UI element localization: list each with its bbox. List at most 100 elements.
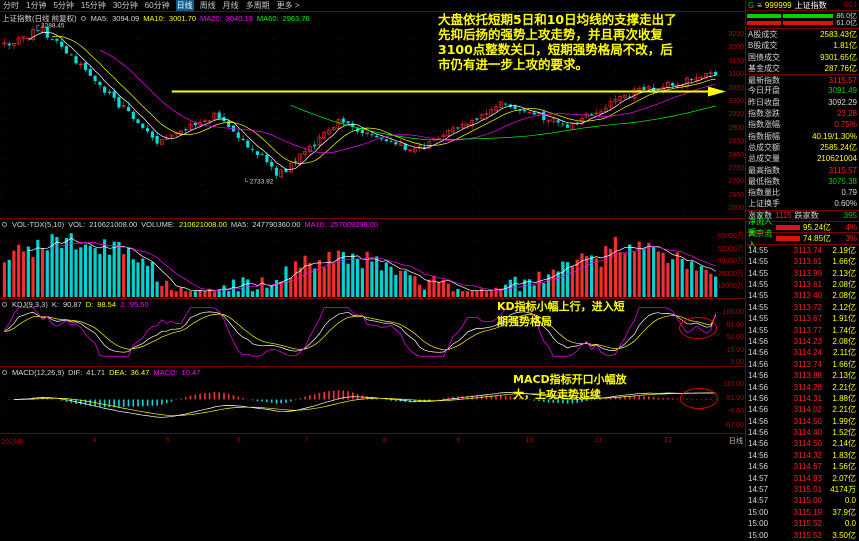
tick-row[interactable]: 14:57 3115.00 0.0 [746, 495, 859, 506]
quote-row-label: 指数量比 [748, 188, 780, 198]
period-toolbar[interactable]: 分时 1分钟 5分钟 15分钟 30分钟 60分钟 日线 周线 月线 多周期 更… [0, 0, 745, 12]
quote-panel-header[interactable]: G ≡ 999999 上证指数 SC1 [746, 0, 859, 11]
quote-row-label: 最低指数 [748, 176, 780, 186]
tick-price: 3115.19 [793, 507, 822, 517]
tick-price: 3113.77 [793, 325, 822, 335]
toolbar-item-60min[interactable]: 60分钟 [144, 1, 170, 10]
toolbar-item-1min[interactable]: 1分钟 [26, 1, 47, 10]
vol-ma10-value: 257009236.00 [330, 220, 379, 229]
toolbar-item-5min[interactable]: 5分钟 [53, 1, 74, 10]
toolbar-item-15min[interactable]: 15分钟 [80, 1, 106, 10]
tick-price: 3113.99 [793, 268, 822, 278]
tick-row[interactable]: 14:55 3113.72 2.12亿 [746, 302, 859, 313]
macd-histogram-plot [0, 374, 717, 432]
tick-row[interactable]: 14:56 3114.32 1.83亿 [746, 450, 859, 461]
axis-tick-label: 65000万 [717, 233, 744, 240]
quote-row: 今日开盘 3091.49 [746, 85, 859, 96]
volume-y-axis: 65000万 52000万 39000万 26000万 13000万 [715, 219, 745, 297]
tick-row[interactable]: 14:55 3113.67 1.91亿 [746, 313, 859, 324]
hamburger-icon[interactable]: G [748, 0, 755, 10]
quote-row-value: 0.75% [834, 120, 857, 130]
tick-row[interactable]: 14:56 3113.74 1.66亿 [746, 359, 859, 370]
kdj-j-label: J: [120, 300, 126, 309]
macd-pane[interactable]: MACD(12,26,9) DIF: 41.71 DEA: 36.47 MACD… [0, 366, 745, 432]
kdj-settings-icon[interactable] [2, 302, 7, 307]
tick-price: 3114.24 [793, 348, 822, 358]
tick-price: 3114.32 [793, 450, 822, 460]
quote-panel: G ≡ 999999 上证指数 SC1 86.0亿 61.0亿 A股成交 2583… [745, 0, 859, 540]
tick-row[interactable]: 14:56 3114.50 1.99亿 [746, 416, 859, 427]
toolbar-item-daily[interactable]: 日线 [175, 0, 194, 11]
quote-row-label: 最新指数 [748, 75, 780, 85]
toolbar-item-more[interactable]: 更多 > [276, 1, 300, 10]
price-y-axis: 3250 3200 3150 3100 3050 3000 2950 2900 2850 2800… [715, 23, 745, 217]
grid-icon[interactable]: ≡ [757, 0, 762, 10]
toolbar-item-multiperiod[interactable]: 多周期 [245, 1, 270, 10]
tick-row[interactable]: 14:55 3113.77 1.74亿 [746, 324, 859, 335]
tick-row[interactable]: 15:00 3115.19 37.9亿 [746, 507, 859, 518]
axis-tick-label: 0.00 [730, 359, 744, 366]
tick-row[interactable]: 14:56 3114.31 1.88亿 [746, 393, 859, 404]
tick-volume: 2.21亿 [832, 382, 856, 392]
tick-time: 14:55 [748, 325, 769, 335]
tick-row[interactable]: 15:00 3115.52 0.0 [746, 518, 859, 529]
macd-settings-icon[interactable] [2, 370, 7, 375]
tick-row[interactable]: 14:56 3113.88 2.13亿 [746, 370, 859, 381]
toolbar-item-30min[interactable]: 30分钟 [112, 1, 138, 10]
annotation-main-line-2: 先抑后扬的强势上攻走势，并且再次收复 [438, 27, 664, 42]
quote-row-label: 国债成交 [748, 52, 780, 62]
kdj-pane[interactable]: KDJ(9,3,3) K: 90.87 D: 88.54 J: 95.50 10… [0, 298, 745, 366]
axis-tick-label: 3200 [728, 44, 744, 52]
kdj-indicator-name: KDJ(9,3,3) [12, 300, 48, 309]
vol-label: VOL: [68, 220, 86, 229]
kdj-j-value: 95.50 [129, 300, 149, 309]
tick-row[interactable]: 14:55 3113.99 2.13亿 [746, 267, 859, 278]
vol-ma5-value: 247790360.00 [252, 220, 301, 229]
toolbar-item-monthly[interactable]: 月线 [222, 1, 239, 10]
tick-row[interactable]: 14:56 3114.50 2.14亿 [746, 438, 859, 449]
volume-settings-icon[interactable] [2, 222, 7, 227]
quote-row-value: 2585.24亿 [820, 142, 857, 152]
ma10-label: MA10: [143, 13, 165, 23]
tick-price: 3115.01 [793, 485, 822, 495]
tick-time: 14:55 [748, 245, 769, 255]
quote-row-value: 2583.43亿 [820, 30, 857, 39]
kdj-highlight-ellipse [679, 317, 717, 339]
price-chart-pane[interactable]: ┌ 3288.45 └ 2733.92 3250 3200 3150 3100 3050 3… [0, 23, 745, 217]
tick-price: 3113.40 [793, 291, 822, 301]
tick-time: 14:56 [748, 428, 769, 438]
price-candlestick-plot: ┌ 3288.45 └ 2733.92 [0, 23, 726, 217]
annotation-kdj: KD指标小幅上行，进入短 期强势格局 [497, 299, 625, 329]
tick-row[interactable]: 14:56 3114.02 2.21亿 [746, 404, 859, 415]
tick-list[interactable]: 14:55 3113.74 2.19亿 14:55 3113.61 1.66亿 14:55 3… [746, 243, 859, 541]
axis-tick-label: 2650 [728, 191, 744, 199]
tick-row[interactable]: 14:56 3114.24 2.11亿 [746, 347, 859, 358]
tick-row[interactable]: 14:55 3113.40 2.08亿 [746, 290, 859, 301]
tick-row[interactable]: 14:55 3113.74 2.19亿 [746, 245, 859, 256]
macd-header: MACD(12,26,9) DIF: 41.71 DEA: 36.47 MACD… [2, 368, 200, 377]
vol-value: 210621008.00 [89, 220, 138, 229]
tick-time: 14:57 [748, 473, 769, 483]
tick-row[interactable]: 14:55 3113.61 2.08亿 [746, 279, 859, 290]
settings-dot-icon[interactable] [80, 15, 86, 21]
tick-row[interactable]: 14:56 3114.67 1.56亿 [746, 461, 859, 472]
tick-time: 14:56 [748, 405, 769, 415]
tick-row[interactable]: 14:57 3115.01 4174万 [746, 484, 859, 495]
advance-label: 涨家数 [748, 211, 772, 221]
tick-row[interactable]: 14:56 3114.23 2.08亿 [746, 336, 859, 347]
time-axis: 2019年 4 5 6 7 8 9 10 11 12 1 日线 [0, 433, 745, 447]
quote-row: 最新指数 3115.57 [746, 74, 859, 85]
tick-row[interactable]: 14:57 3114.93 2.07亿 [746, 472, 859, 483]
quote-row-label: 指数涨跌 [748, 109, 780, 119]
red-bar-value: 61.0亿 [836, 20, 857, 27]
tick-row[interactable]: 14:56 3114.40 1.52亿 [746, 427, 859, 438]
tick-row[interactable]: 14:55 3113.61 1.66亿 [746, 256, 859, 267]
tick-row[interactable]: 14:56 3114.28 2.21亿 [746, 381, 859, 392]
time-axis-tick: 7 [304, 437, 309, 444]
quote-row-value: 9301.65亿 [820, 52, 857, 62]
toolbar-item-weekly[interactable]: 周线 [199, 1, 216, 10]
tick-row[interactable]: 15:00 3115.52 3.50亿 [746, 529, 859, 540]
block-inflow-pct: 3% [845, 233, 857, 243]
toolbar-item-fenshi[interactable]: 分时 [3, 1, 19, 10]
volume-pane[interactable]: VOL-TDX(5,10) VOL: 210621008.00 VOLUME: … [0, 218, 745, 297]
